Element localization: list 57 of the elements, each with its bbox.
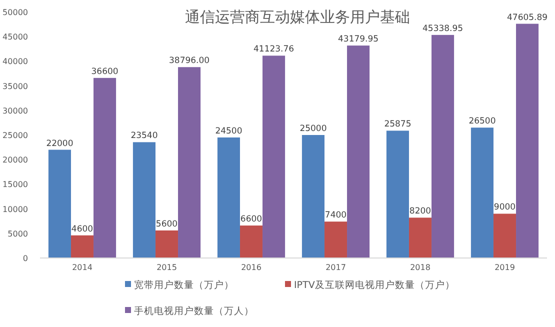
y-tick-label: 50000 <box>2 8 28 17</box>
chart-title: 通信运营商互动媒体业务用户基础 <box>185 8 410 26</box>
data-label: 23540 <box>130 131 158 142</box>
legend-label: IPTV及互联网电视用户数量（万户） <box>294 279 455 291</box>
data-label: 24500 <box>215 126 242 136</box>
bar <box>155 230 178 258</box>
y-tick-label: 45000 <box>2 32 28 42</box>
data-label: 6600 <box>240 214 262 225</box>
bar <box>302 135 324 258</box>
data-label: 25000 <box>300 124 327 134</box>
bar <box>516 24 539 258</box>
x-tick-label: 2017 <box>326 263 346 272</box>
x-tick-label: 2016 <box>241 263 262 272</box>
data-label: 7400 <box>324 210 347 221</box>
data-label: 8200 <box>409 206 432 217</box>
bar <box>408 218 432 258</box>
data-label: 36600 <box>91 66 118 77</box>
data-label: 43179.95 <box>338 34 379 45</box>
data-label: 4600 <box>71 224 94 234</box>
bar <box>470 128 494 258</box>
bar <box>262 56 286 258</box>
bar <box>217 137 240 258</box>
y-tick-label: 40000 <box>2 57 28 66</box>
y-tick-label: 20000 <box>2 156 28 165</box>
bar <box>432 34 454 258</box>
data-label: 25875 <box>384 120 412 130</box>
y-tick-label: 0 <box>22 254 28 263</box>
bar <box>132 142 156 258</box>
data-label: 38796.00 <box>169 56 210 66</box>
data-label: 26500 <box>468 116 496 127</box>
y-tick-label: 30000 <box>2 106 28 116</box>
x-tick-label: 2015 <box>156 263 177 272</box>
y-tick-label: 10000 <box>2 204 28 214</box>
bar <box>70 235 94 258</box>
bar <box>48 150 71 258</box>
bar <box>493 214 516 258</box>
legend-label: 宽带用户数量（万户） <box>134 279 234 291</box>
data-label: 41123.76 <box>254 44 294 55</box>
data-label: 5600 <box>156 219 178 230</box>
bar <box>386 130 409 258</box>
y-tick-label: 25000 <box>2 131 28 140</box>
x-tick-label: 2014 <box>72 263 92 272</box>
legend-label: 手机电视用户数量（万人） <box>134 305 254 317</box>
data-label: 22000 <box>46 138 74 149</box>
data-label: 9000 <box>494 202 516 213</box>
y-tick-label: 15000 <box>2 180 28 190</box>
bar <box>94 78 116 258</box>
x-tick-label: 2018 <box>410 263 430 272</box>
bar <box>324 222 348 258</box>
y-tick-label: 5000 <box>8 229 28 238</box>
data-label: 47605.89 <box>507 12 548 23</box>
bar <box>347 46 370 258</box>
bar <box>178 67 201 258</box>
y-tick-label: 35000 <box>2 82 28 91</box>
data-label: 45338.95 <box>422 24 464 34</box>
bar <box>240 226 263 258</box>
x-tick-label: 2019 <box>494 263 515 272</box>
